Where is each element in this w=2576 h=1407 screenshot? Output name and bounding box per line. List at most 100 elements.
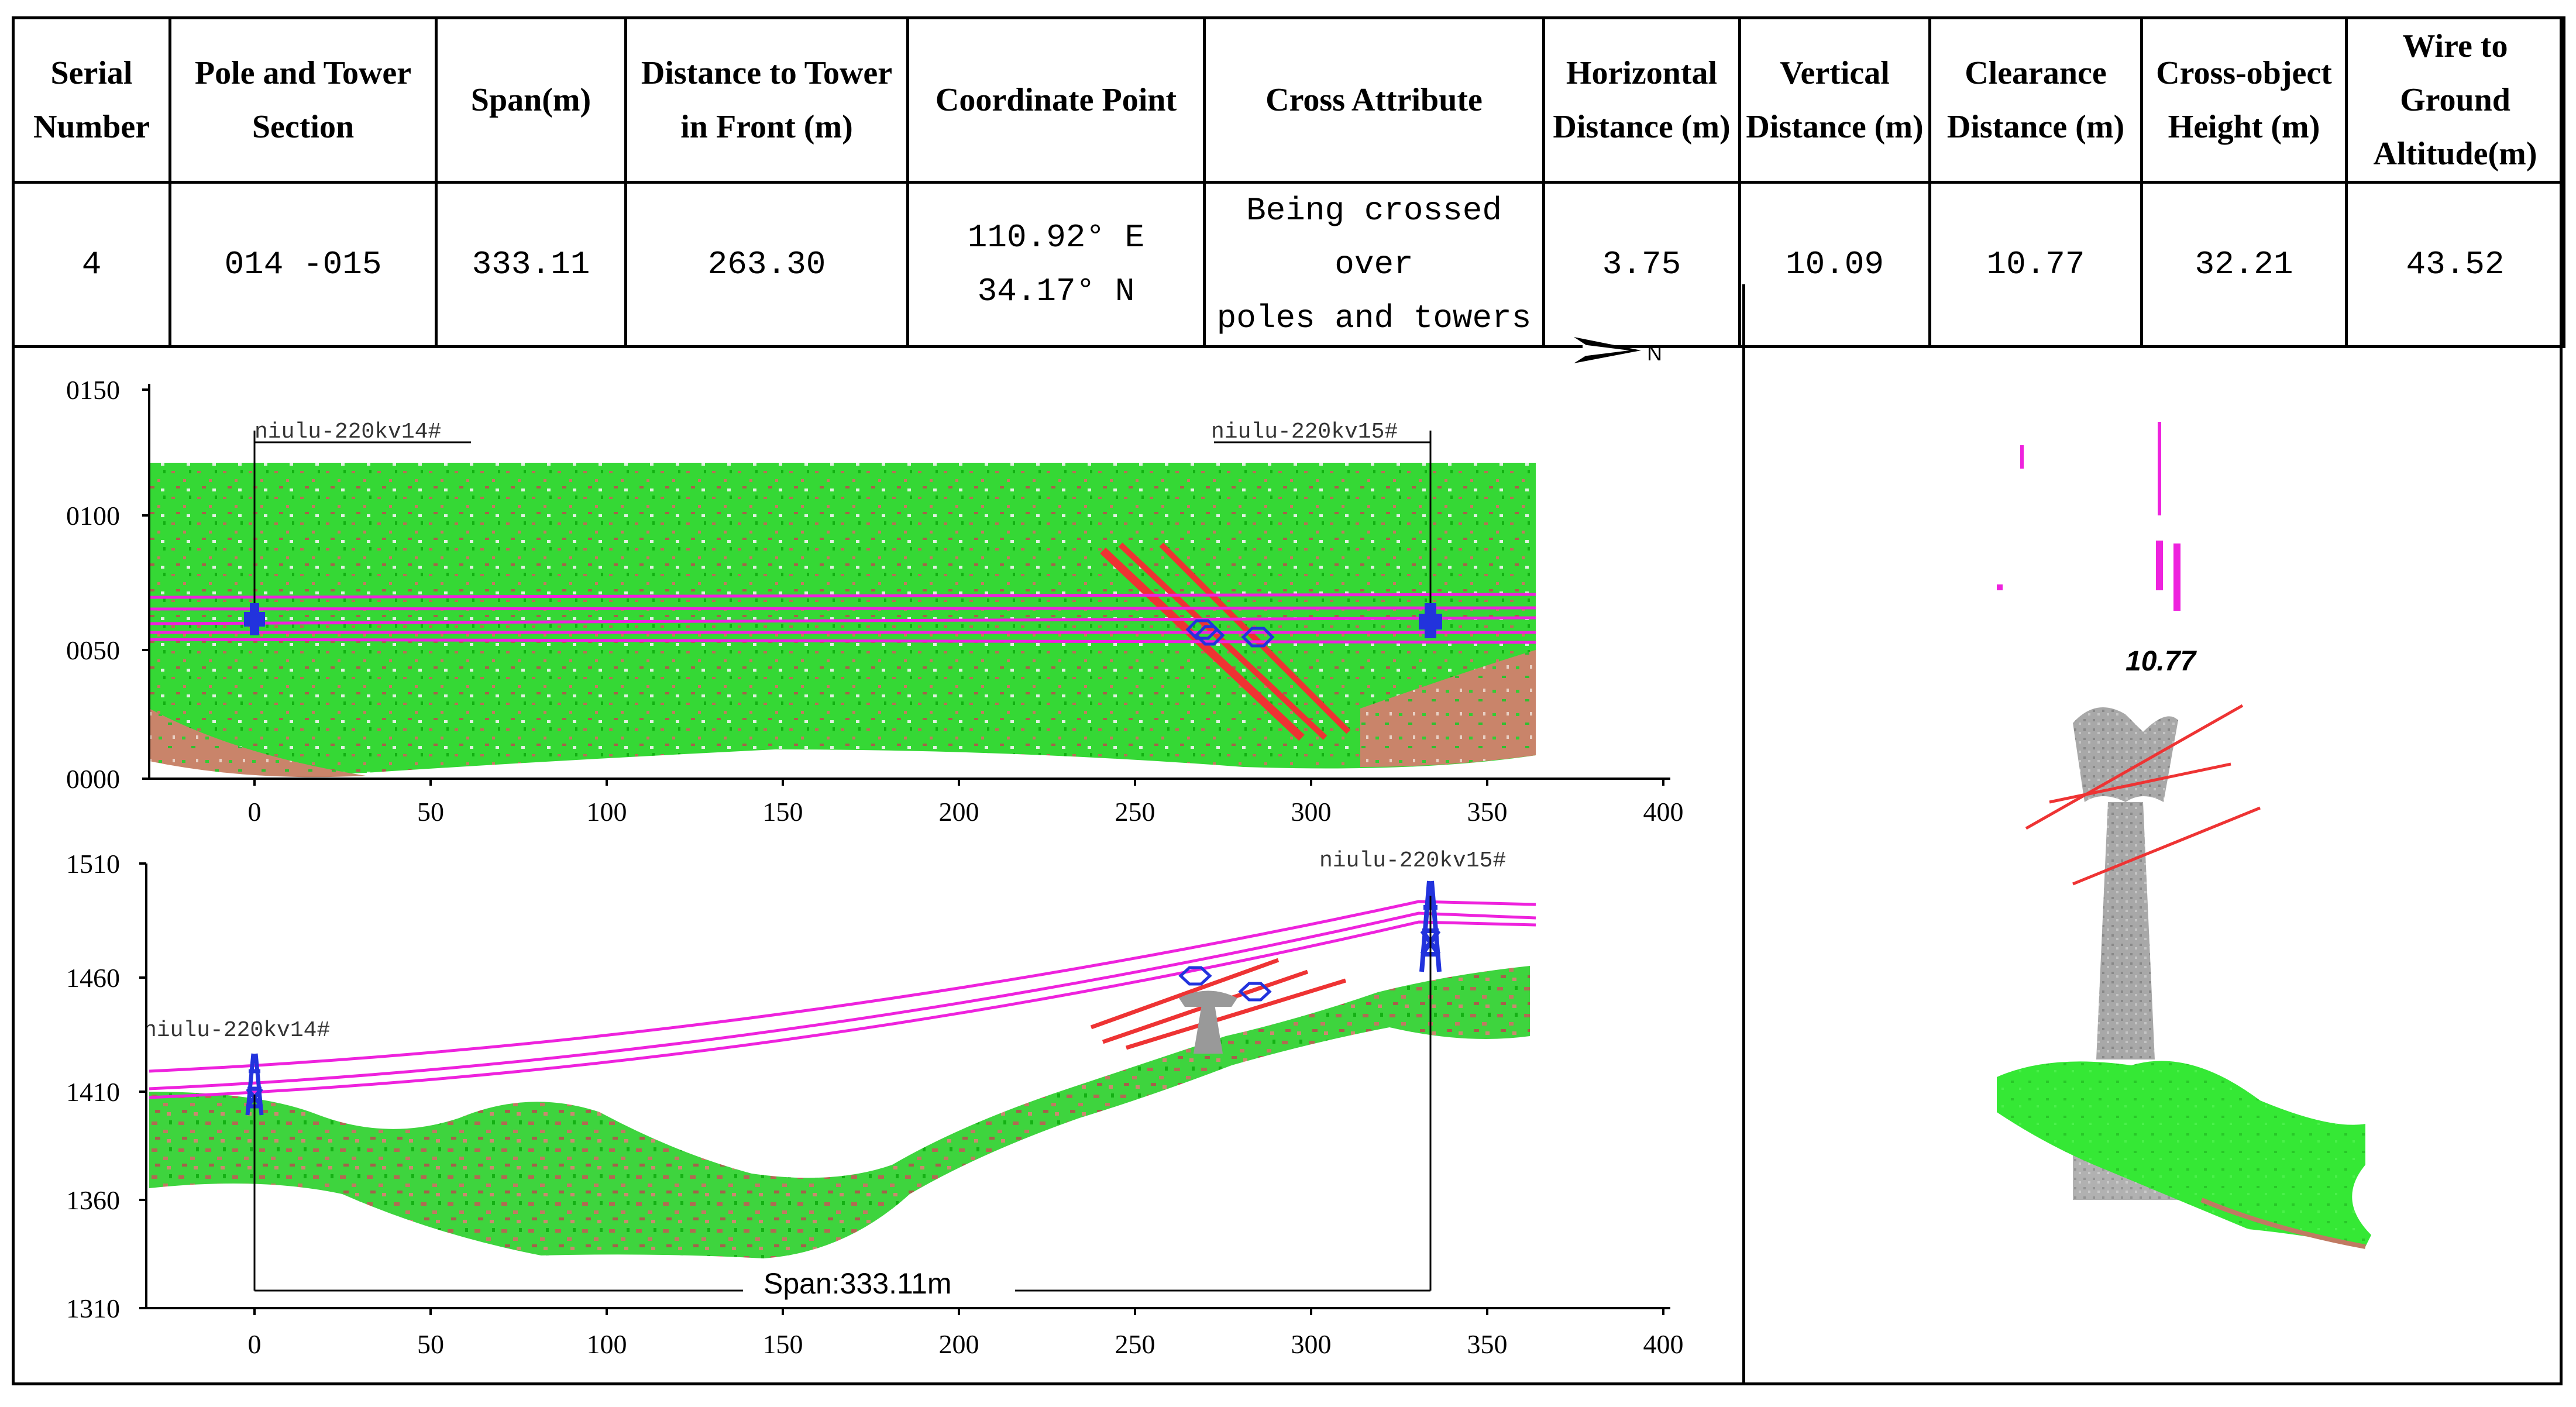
plan-tower-left (244, 431, 471, 635)
panel-divider (1742, 284, 1745, 1385)
header-horizontal-distance: Horizontal Distance (m) (1542, 16, 1741, 184)
crossing-wire (1090, 958, 1280, 1030)
crossing-info-table: Serial Number Pole and Tower Section Spa… (12, 16, 2565, 348)
cross-attribute-line2: poles and towers (1216, 300, 1532, 337)
coordinate-latitude: 34.17° N (977, 273, 1135, 310)
header-vertical-distance: Vertical Distance (m) (1738, 16, 1931, 184)
profile-y-tick-label: 1410 (66, 1077, 120, 1107)
plan-view-panel: niulu-220kv14# niulu-220kv15# N 01500100… (66, 337, 1684, 827)
profile-power-wires (149, 900, 1536, 1099)
profile-y-tick-label: 1510 (66, 849, 120, 879)
cell-clearance: 10.77 (1928, 181, 2143, 348)
crossing-wire (2049, 762, 2231, 804)
table-header-row: Serial Number Pole and Tower Section Spa… (12, 16, 2565, 184)
profile-x-tick-label: 400 (1643, 1329, 1684, 1359)
plan-y-tick-label: 0050 (66, 635, 120, 665)
clearance-label: 10.77 (2126, 646, 2197, 677)
plan-tower-right-label: niulu-220kv15# (1211, 419, 1398, 445)
wire-point-cluster (2020, 445, 2024, 469)
crossing-wire (1125, 978, 1347, 1050)
span-label: Span:333.11m (763, 1267, 952, 1300)
wire-point-cluster (2158, 422, 2161, 515)
header-coordinate-point: Coordinate Point (906, 16, 1206, 184)
cell-distance-front: 263.30 (624, 181, 909, 348)
crossing-marker (1194, 625, 1225, 646)
header-serial-number: Serial Number (12, 16, 171, 184)
power-wire (149, 593, 1536, 599)
profile-x-tick-label: 100 (587, 1329, 627, 1359)
crossing-wire (1159, 542, 1351, 734)
plan-x-tick-label: 0 (248, 797, 262, 827)
plan-x-tick-label: 250 (1115, 797, 1155, 827)
plan-power-wires (149, 593, 1536, 644)
wire-point-cluster (1997, 584, 2003, 590)
cross-section-panel: 10.77 (1997, 422, 2371, 1249)
cell-cross-height: 32.21 (2140, 181, 2348, 348)
coordinate-longitude: 110.92° E (967, 219, 1145, 256)
wire-points (1997, 422, 2181, 611)
header-pole-tower-section: Pole and Tower Section (168, 16, 438, 184)
plan-x-tick-label: 150 (763, 797, 803, 827)
plan-y-tick-label: 0150 (66, 375, 120, 405)
cross-attribute-line1: Being crossed over (1246, 192, 1502, 283)
profile-tower-right-label: niulu-220kv15# (1319, 849, 1506, 873)
wire-point-cluster (2156, 541, 2163, 590)
cell-vertical: 10.09 (1738, 181, 1931, 348)
power-wire (149, 616, 1536, 625)
north-label: N (1647, 341, 1662, 365)
crossing-wire (1100, 547, 1305, 741)
crossing-marker (1241, 627, 1275, 648)
profile-y-tick-label: 1460 (66, 963, 120, 993)
profile-x-tick-label: 0 (248, 1329, 262, 1359)
plan-tower-left-label: niulu-220kv14# (254, 419, 441, 445)
plan-axes (148, 384, 1670, 780)
power-wire (149, 920, 1536, 1099)
profile-axes (145, 864, 1670, 1309)
power-wire (149, 638, 1536, 644)
profile-y-tick-label: 1360 (66, 1185, 120, 1215)
profile-x-tick-label: 200 (939, 1329, 979, 1359)
plan-point-cloud (149, 463, 1536, 778)
plan-x-tick-label: 300 (1291, 797, 1332, 827)
power-wire (149, 900, 1536, 1073)
profile-x-tick-label: 250 (1115, 1329, 1155, 1359)
cross-section-ground (1997, 1061, 2371, 1249)
profile-ground-cloud (149, 966, 1530, 1258)
profile-y-tick-label: 1310 (66, 1294, 120, 1323)
cell-wire-altitude: 43.52 (2345, 181, 2565, 348)
profile-terrain (149, 966, 1530, 1258)
profile-view-panel: Span:333.11m niulu-220kv14# niulu-220kv1… (66, 849, 1684, 1359)
tower-right-marker (1419, 603, 1442, 638)
header-wire-ground-altitude: Wire to Ground Altitude(m) (2345, 16, 2565, 184)
profile-x-tick-label: 50 (417, 1329, 444, 1359)
plan-y-tick-label: 0100 (66, 501, 120, 531)
cross-section-crossing-lines (2025, 704, 2261, 886)
profile-x-ticks: 0 50 100 150 200 250 300 350 400 (248, 1308, 1684, 1359)
cell-section: 014 -015 (168, 181, 438, 348)
plan-ground-area-right (1360, 650, 1536, 767)
plan-crossing-markers (1185, 619, 1275, 648)
tower-left-marker (244, 603, 265, 635)
north-arrow-icon (1574, 337, 1641, 363)
crossing-wire (2072, 806, 2261, 886)
header-cross-object-height: Cross-object Height (m) (2140, 16, 2348, 184)
profile-crossing-markers (1178, 966, 1272, 1002)
profile-tower-left-label: niulu-220kv14# (143, 1018, 330, 1043)
cell-coordinate: 110.92° E 34.17° N (906, 181, 1206, 348)
cell-serial: 4 (12, 181, 171, 348)
header-span: Span(m) (435, 16, 627, 184)
power-wire (149, 911, 1536, 1090)
wire-point-cluster (2173, 543, 2181, 611)
table-row: 4 014 -015 333.11 263.30 110.92° E 34.17°… (12, 181, 2565, 348)
plan-vegetation-area (149, 463, 1536, 774)
crossing-marker (1238, 982, 1272, 1002)
crossing-wire (2025, 704, 2244, 830)
plan-x-tick-label: 50 (417, 797, 444, 827)
crossing-marker (1178, 966, 1212, 986)
plan-tower-right (1214, 431, 1442, 638)
plan-x-tick-label: 100 (587, 797, 627, 827)
cell-horizontal: 3.75 (1542, 181, 1741, 348)
profile-x-tick-label: 350 (1467, 1329, 1508, 1359)
plan-y-ticks: 0150 0100 0050 0000 (66, 375, 149, 794)
power-wire (149, 606, 1536, 611)
